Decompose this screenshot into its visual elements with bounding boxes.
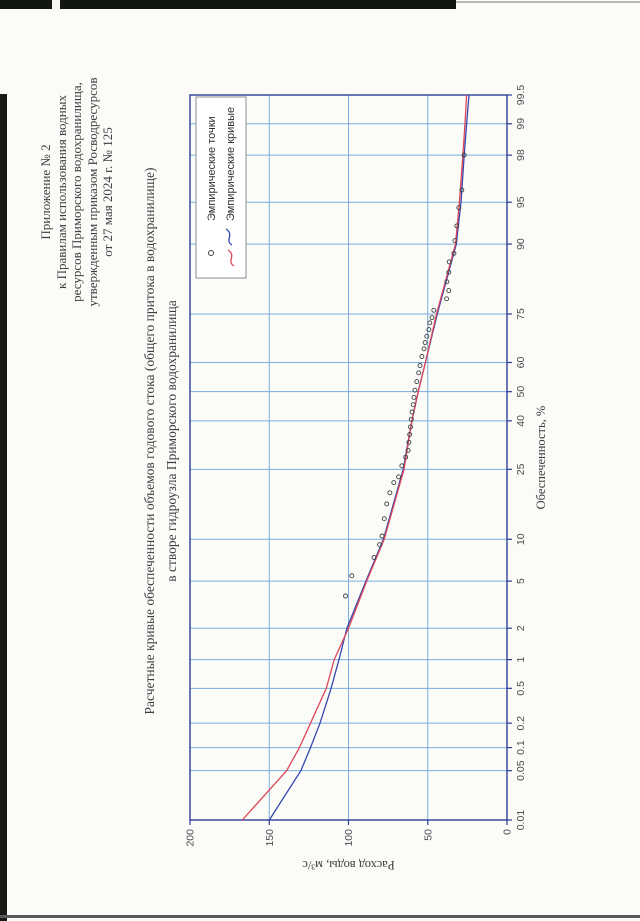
svg-text:100: 100: [343, 829, 355, 847]
y-axis-ticks: 0 50 100 150 200: [185, 820, 514, 847]
svg-text:150: 150: [264, 829, 276, 847]
svg-text:0.05: 0.05: [515, 760, 527, 781]
scan-edge-bottom: [0, 915, 640, 918]
svg-text:99: 99: [515, 118, 527, 130]
x-axis-ticks: 0.010.050.10.20.512510254050607590959899…: [507, 85, 527, 831]
legend-label-points: Эмпирические точки: [206, 116, 218, 221]
scan-edge-notch: [52, 0, 60, 9]
svg-text:40: 40: [515, 415, 527, 427]
svg-text:0.2: 0.2: [515, 716, 527, 731]
svg-text:200: 200: [185, 829, 197, 847]
svg-text:60: 60: [515, 356, 527, 368]
svg-text:50: 50: [422, 829, 434, 841]
svg-text:50: 50: [515, 386, 527, 398]
curve: [268, 94, 470, 821]
chart-legend: Эмпирические точки Эмпирические кривые: [195, 96, 247, 279]
y-axis-title: Расход воды, м³/с: [302, 858, 395, 872]
svg-text:2: 2: [515, 625, 527, 631]
svg-text:98: 98: [515, 149, 527, 161]
svg-text:0.01: 0.01: [515, 810, 527, 831]
svg-text:1: 1: [515, 657, 527, 663]
svg-text:5: 5: [515, 578, 527, 584]
gridlines: [189, 94, 508, 821]
svg-text:90: 90: [515, 238, 527, 250]
svg-text:0.1: 0.1: [515, 740, 527, 755]
fitted-curves: [241, 94, 470, 821]
svg-text:0: 0: [502, 829, 514, 835]
svg-text:10: 10: [515, 533, 527, 545]
x-axis-title: Обеспеченность, %: [534, 406, 548, 510]
svg-text:75: 75: [515, 308, 527, 320]
curve: [241, 94, 468, 821]
svg-text:95: 95: [515, 196, 527, 208]
scan-edge-left: [0, 94, 7, 921]
empirical-points: [343, 152, 467, 599]
scan-edge-top: [0, 0, 456, 9]
legend-label-curves: Эмпирические кривые: [225, 107, 237, 221]
svg-text:99.5: 99.5: [515, 85, 527, 106]
svg-text:25: 25: [515, 463, 527, 475]
scan-edge-top-thin: [456, 1, 640, 3]
svg-text:0.5: 0.5: [515, 681, 527, 696]
